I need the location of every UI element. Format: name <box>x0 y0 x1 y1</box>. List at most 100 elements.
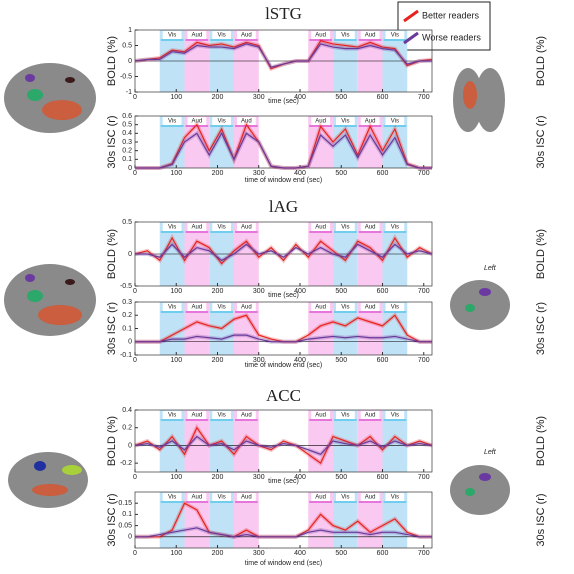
y-axis-label-right: BOLD (%) <box>535 229 547 279</box>
x-tick-label: 300 <box>253 94 265 101</box>
block-label: Aud <box>192 413 203 419</box>
block-label-box <box>311 31 330 39</box>
block-label: Aud <box>241 119 252 125</box>
x-tick-label: 400 <box>294 288 306 295</box>
brain-lag-left <box>4 264 96 336</box>
block-label-box <box>212 303 231 311</box>
block-label-box <box>237 117 256 125</box>
x-tick-label: 100 <box>170 474 182 481</box>
block-label: Aud <box>241 305 252 311</box>
y-axis-label: BOLD (%) <box>106 229 118 279</box>
block-label: Aud <box>315 413 326 419</box>
block-shade <box>308 492 333 548</box>
block-label: Aud <box>315 305 326 311</box>
block-label: Vis <box>391 119 399 125</box>
block-label-box <box>360 493 380 501</box>
x-tick-label: 400 <box>294 357 306 364</box>
x-tick-label: 700 <box>418 170 430 177</box>
x-tick-label: 600 <box>377 474 389 481</box>
block-label-box <box>162 31 182 39</box>
y-tick-label: 1 <box>128 27 132 34</box>
block-label-box <box>336 117 355 125</box>
y-tick-label: 0.4 <box>122 407 132 414</box>
block-label-box <box>212 223 231 231</box>
block-label: Aud <box>192 305 203 311</box>
y-tick-label: 0.05 <box>118 522 132 529</box>
block-label-box <box>237 223 256 231</box>
y-tick-label: 0 <box>128 442 132 449</box>
y-tick-label: 0.1 <box>122 156 132 163</box>
block-label: Aud <box>241 33 252 39</box>
x-tick-label: 0 <box>133 288 137 295</box>
block-label-box <box>336 303 355 311</box>
block-label: Aud <box>365 495 376 501</box>
block-label-box <box>360 303 380 311</box>
x-tick-label: 300 <box>253 288 265 295</box>
block-label: Vis <box>218 305 226 311</box>
x-tick-label: 0 <box>133 94 137 101</box>
block-label: Vis <box>218 413 226 419</box>
block-label-box <box>385 411 405 419</box>
y-tick-label: -1 <box>126 89 132 96</box>
series-line <box>134 43 432 68</box>
x-tick-label: 500 <box>335 170 347 177</box>
block-label-box <box>336 411 355 419</box>
x-tick-label: 500 <box>335 94 347 101</box>
block-label: Vis <box>341 413 349 419</box>
block-label: Aud <box>365 33 376 39</box>
block-label-box <box>212 31 231 39</box>
y-axis-label-right: 30s ISC (r) <box>535 115 547 168</box>
block-label: Aud <box>192 495 203 501</box>
block-label: Vis <box>391 33 399 39</box>
series-line <box>135 334 432 343</box>
block-shade <box>333 492 358 548</box>
x-tick-label: 600 <box>377 170 389 177</box>
brain-acc-left <box>8 452 88 508</box>
block-label-box <box>212 493 231 501</box>
y-tick-label: 0.1 <box>122 325 132 332</box>
x-tick-label: 200 <box>212 357 224 364</box>
y-tick-label: 0 <box>128 339 132 346</box>
x-tick-label: 200 <box>212 170 224 177</box>
block-label-box <box>212 117 231 125</box>
block-label: Vis <box>341 119 349 125</box>
x-axis-label: time of window end (sec) <box>245 560 322 567</box>
x-tick-label: 700 <box>418 288 430 295</box>
x-tick-label: 100 <box>170 94 182 101</box>
block-label: Vis <box>218 495 226 501</box>
x-tick-label: 400 <box>294 94 306 101</box>
x-tick-label: 300 <box>253 550 265 557</box>
block-label-box <box>336 493 355 501</box>
y-axis-label: BOLD (%) <box>106 416 118 466</box>
block-shade <box>184 492 210 548</box>
legend-swatch <box>403 31 419 45</box>
plot-frame <box>134 491 433 549</box>
x-tick-label: 700 <box>418 357 430 364</box>
y-axis-label: 30s ISC (r) <box>106 493 118 546</box>
series-line <box>134 435 433 455</box>
block-label: Aud <box>192 225 203 231</box>
legend-box <box>397 1 491 51</box>
block-label-box <box>187 493 207 501</box>
y-axis-label: 30s ISC (r) <box>106 302 118 355</box>
block-label-box <box>237 303 256 311</box>
block-label: Vis <box>391 413 399 419</box>
y-tick-label: 0.3 <box>122 139 132 146</box>
brain-label: Left <box>484 449 497 456</box>
y-tick-label: 0.4 <box>122 130 132 137</box>
legend-label: Worse readers <box>422 32 481 42</box>
block-label: Vis <box>168 495 176 501</box>
y-tick-label: -0.1 <box>120 352 132 359</box>
panel-title: ACC <box>266 386 301 405</box>
x-tick-label: 100 <box>170 170 182 177</box>
y-axis-label-right: BOLD (%) <box>535 36 547 86</box>
block-label-box <box>212 411 231 419</box>
y-tick-label: 0.2 <box>122 425 132 432</box>
block-label-box <box>162 493 182 501</box>
x-tick-label: 200 <box>212 474 224 481</box>
block-label: Vis <box>218 33 226 39</box>
block-label: Vis <box>341 33 349 39</box>
x-tick-label: 200 <box>212 550 224 557</box>
block-label: Aud <box>192 119 203 125</box>
block-label: Vis <box>168 225 176 231</box>
